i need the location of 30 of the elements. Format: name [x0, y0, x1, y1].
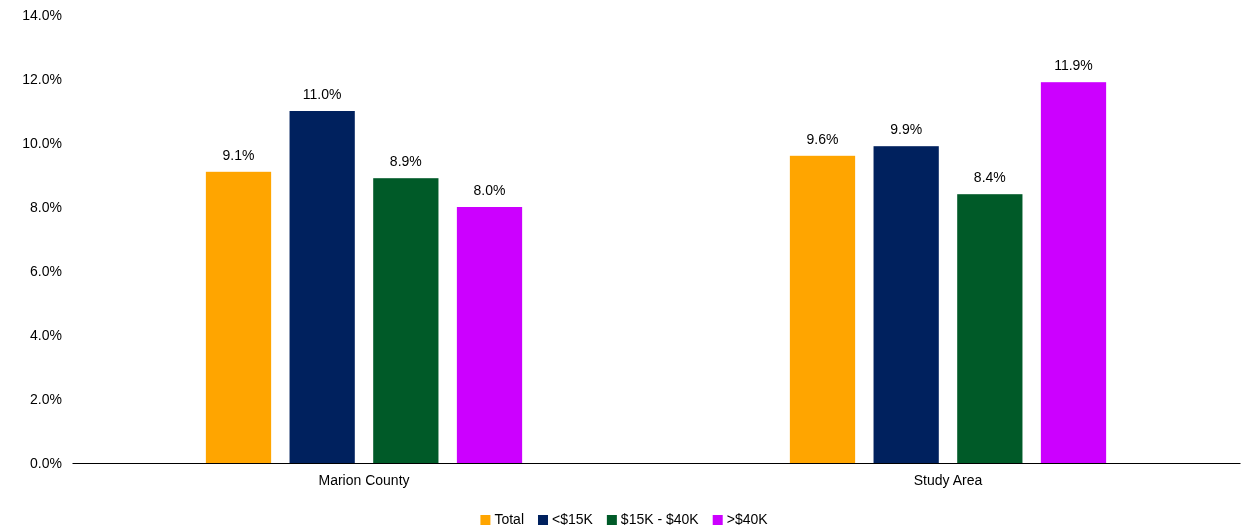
y-tick-label: 12.0%: [22, 70, 62, 87]
y-tick-label: 14.0%: [22, 6, 62, 23]
data-label: 8.9%: [389, 153, 422, 170]
y-tick-label: 6.0%: [30, 262, 62, 279]
bar: [373, 178, 439, 463]
legend-label: >$40K: [726, 511, 769, 527]
legend-label: Total: [494, 511, 524, 527]
y-tick-label: 4.0%: [30, 326, 62, 343]
bar: [456, 207, 523, 463]
data-label: 9.1%: [222, 146, 255, 163]
legend-label: $15K - $40K: [620, 511, 700, 527]
y-tick-label: 10.0%: [22, 134, 62, 151]
data-label: 8.4%: [973, 169, 1006, 186]
data-label: 8.0%: [473, 182, 506, 198]
x-tick-label: Study Area: [913, 471, 983, 488]
y-tick-label: 2.0%: [30, 390, 62, 407]
data-label: 9.6%: [806, 130, 839, 147]
legend-label: <$15K: [551, 511, 594, 527]
y-tick-label: 8.0%: [30, 198, 62, 215]
bar: [957, 194, 1023, 463]
data-label: 9.9%: [890, 121, 923, 138]
bar: [289, 111, 355, 463]
bar: [789, 155, 856, 463]
data-label: 11.9%: [1054, 57, 1093, 74]
bar: [873, 146, 939, 463]
y-tick-label: 0.0%: [30, 454, 62, 471]
data-label: 11.0%: [302, 86, 342, 102]
bar: [1040, 82, 1107, 463]
bar: [205, 171, 272, 463]
x-tick-label: Marion County: [318, 471, 410, 488]
